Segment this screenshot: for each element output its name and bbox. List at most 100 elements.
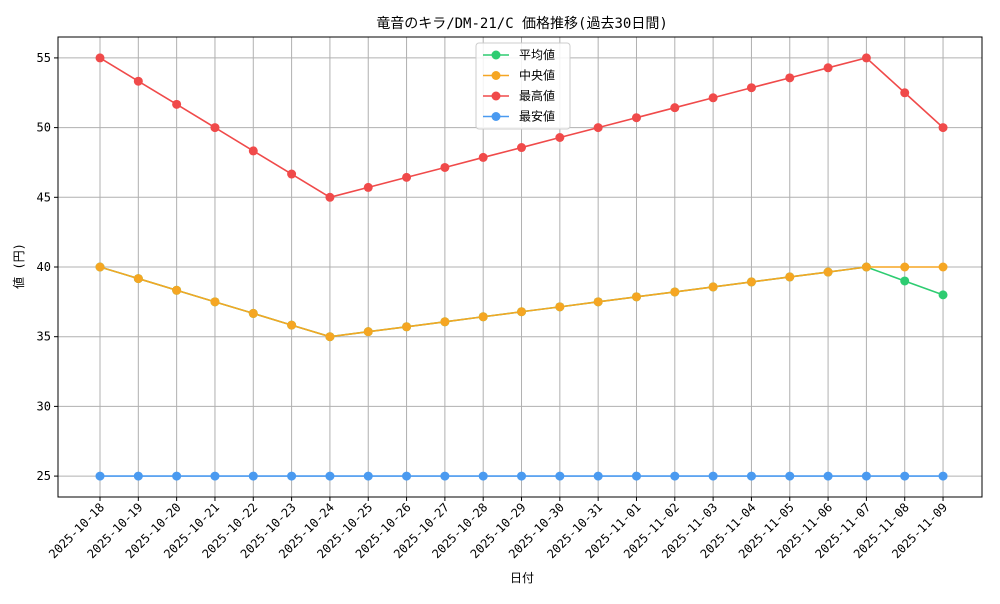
- data-point: [593, 471, 603, 481]
- data-point: [325, 192, 335, 202]
- series-最高値: [95, 53, 948, 202]
- data-point: [478, 471, 488, 481]
- data-point: [287, 169, 297, 179]
- legend-item: 中央値: [483, 68, 555, 83]
- series-layer: [95, 53, 948, 481]
- data-point: [363, 327, 373, 337]
- data-point: [402, 172, 412, 182]
- x-axis-ticks: 2025-10-182025-10-192025-10-202025-10-21…: [46, 497, 950, 561]
- data-point: [746, 471, 756, 481]
- data-point: [555, 302, 565, 312]
- data-point: [670, 471, 680, 481]
- legend-label: 最安値: [519, 109, 555, 124]
- legend-item: 最高値: [483, 88, 555, 103]
- data-point: [133, 274, 143, 284]
- data-point: [402, 471, 412, 481]
- legend-item: 平均値: [483, 47, 555, 62]
- data-point: [95, 262, 105, 272]
- data-point: [823, 267, 833, 277]
- data-point: [555, 471, 565, 481]
- legend-label: 中央値: [519, 68, 555, 83]
- data-point: [517, 471, 527, 481]
- legend-label: 平均値: [519, 47, 555, 62]
- data-point: [172, 285, 182, 295]
- data-point: [95, 53, 105, 63]
- data-point: [555, 133, 565, 143]
- y-tick-label: 35: [37, 330, 51, 344]
- data-point: [785, 471, 795, 481]
- y-axis-ticks: 25 30 35 40 45 50 55: [37, 51, 58, 483]
- data-point: [287, 320, 297, 330]
- data-point: [900, 262, 910, 272]
- data-point: [708, 282, 718, 292]
- legend-marker: [491, 50, 501, 60]
- x-axis-label: 日付: [510, 571, 534, 585]
- data-point: [708, 93, 718, 103]
- series-中央値: [95, 262, 948, 342]
- data-point: [593, 123, 603, 133]
- data-point: [248, 471, 258, 481]
- y-tick-label: 45: [37, 190, 51, 204]
- series-最安値: [95, 471, 948, 481]
- data-point: [938, 262, 948, 272]
- data-point: [133, 471, 143, 481]
- data-point: [95, 471, 105, 481]
- legend-label: 最高値: [519, 88, 555, 103]
- data-point: [287, 471, 297, 481]
- data-point: [593, 297, 603, 307]
- data-point: [861, 53, 871, 63]
- data-point: [670, 287, 680, 297]
- data-point: [478, 152, 488, 162]
- data-point: [670, 103, 680, 113]
- data-point: [631, 292, 641, 302]
- data-point: [248, 146, 258, 156]
- data-point: [900, 471, 910, 481]
- data-point: [248, 308, 258, 318]
- data-point: [938, 290, 948, 300]
- data-point: [861, 262, 871, 272]
- data-point: [708, 471, 718, 481]
- y-tick-label: 25: [37, 469, 51, 483]
- data-point: [210, 471, 220, 481]
- data-point: [517, 307, 527, 317]
- data-point: [402, 322, 412, 332]
- y-tick-label: 40: [37, 260, 51, 274]
- data-point: [785, 73, 795, 83]
- data-point: [325, 471, 335, 481]
- data-point: [440, 162, 450, 172]
- data-point: [325, 332, 335, 342]
- y-tick-label: 50: [37, 121, 51, 135]
- data-point: [785, 272, 795, 282]
- data-point: [517, 143, 527, 153]
- legend-marker: [491, 91, 501, 101]
- data-point: [861, 471, 871, 481]
- data-point: [440, 317, 450, 327]
- y-axis-label: 値 (円): [11, 243, 26, 289]
- legend-item: 最安値: [483, 109, 555, 124]
- data-point: [440, 471, 450, 481]
- data-point: [823, 63, 833, 73]
- data-point: [938, 123, 948, 133]
- data-point: [478, 312, 488, 322]
- data-point: [363, 471, 373, 481]
- data-point: [746, 83, 756, 93]
- legend-box: [475, 42, 571, 130]
- data-point: [823, 471, 833, 481]
- data-point: [210, 123, 220, 133]
- data-point: [900, 276, 910, 286]
- data-point: [900, 88, 910, 98]
- data-point: [746, 277, 756, 287]
- data-point: [210, 297, 220, 307]
- data-point: [938, 471, 948, 481]
- data-point: [133, 76, 143, 86]
- y-tick-label: 30: [37, 399, 51, 413]
- data-point: [631, 471, 641, 481]
- data-point: [172, 99, 182, 109]
- data-point: [631, 113, 641, 123]
- chart-title: 竜音のキラ/DM-21/C 価格推移(過去30日間): [376, 15, 668, 32]
- y-tick-label: 55: [37, 51, 51, 65]
- legend-marker: [491, 71, 501, 80]
